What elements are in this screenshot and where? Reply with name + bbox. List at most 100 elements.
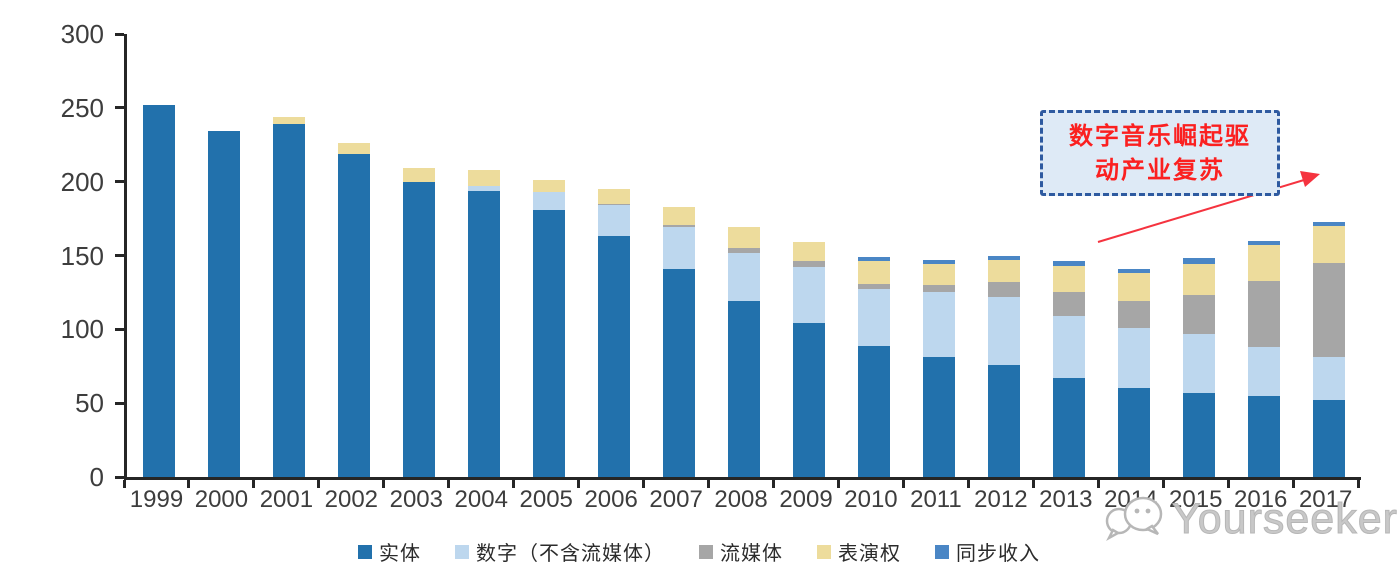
plot-area	[124, 34, 1361, 480]
stacked-bar-2004	[468, 169, 501, 477]
stacked-bar-2003	[403, 168, 436, 477]
x-label-2001: 2001	[259, 486, 314, 513]
bar-segment-physical-2012	[987, 364, 1020, 477]
bars-container	[127, 34, 1361, 477]
stacked-bar-2014	[1117, 268, 1150, 477]
stacked-bar-2005	[533, 180, 566, 477]
bar-group-2016	[1231, 34, 1296, 477]
bar-segment-physical-2001	[273, 124, 306, 477]
stacked-bar-2006	[598, 189, 631, 477]
annotation-line-1: 数字音乐崛起驱	[1069, 121, 1251, 150]
bar-segment-performance-rights-2017	[1312, 226, 1345, 263]
y-tick-label-300: 300	[60, 19, 104, 49]
y-tick-mark-150	[115, 254, 124, 257]
x-label-2002: 2002	[324, 486, 379, 513]
legend-label-streaming: 流媒体	[720, 541, 783, 565]
bar-segment-digital-ex-streaming-2013	[1052, 316, 1085, 379]
stacked-bar-2012	[987, 255, 1020, 477]
stacked-bar-2011	[922, 259, 955, 477]
stacked-bar-2002	[338, 143, 371, 477]
bar-segment-physical-2008	[728, 301, 761, 477]
bar-group-2002	[322, 34, 387, 477]
stacked-bar-2007	[663, 206, 696, 477]
x-tick-mark	[642, 480, 646, 488]
x-label-2016: 2016	[1233, 486, 1288, 513]
bar-segment-performance-rights-2012	[987, 259, 1020, 283]
x-tick-mark	[1356, 480, 1360, 488]
legend: 实体 数字（不含流媒体） 流媒体 表演权 同步收入	[0, 537, 1398, 566]
bar-segment-sync-2016	[1247, 240, 1280, 246]
bar-segment-streaming-2013	[1052, 292, 1085, 317]
x-tick-mark	[317, 480, 321, 488]
bar-segment-sync-2012	[987, 255, 1020, 260]
bar-group-2013	[1036, 34, 1101, 477]
bar-segment-streaming-2017	[1312, 262, 1345, 358]
legend-label-sync: 同步收入	[956, 541, 1040, 565]
x-label-2014: 2014	[1104, 486, 1158, 513]
bar-group-2000	[192, 34, 257, 477]
bar-group-2011	[906, 34, 971, 477]
bar-group-2004	[452, 34, 517, 477]
x-tick-mark	[577, 480, 581, 488]
bar-segment-digital-ex-streaming-2010	[857, 289, 890, 346]
bar-segment-sync-2017	[1312, 221, 1345, 226]
y-tick-mark-300	[115, 32, 124, 36]
legend-item-sync: 同步收入	[935, 537, 1040, 566]
bar-segment-sync-2015	[1182, 258, 1215, 265]
bar-group-2001	[257, 34, 322, 477]
x-label-2011: 2011	[910, 486, 962, 513]
bar-group-2006	[582, 34, 647, 477]
x-tick-mark	[512, 480, 516, 488]
stacked-bar-2010	[857, 257, 890, 477]
y-tick-mark-200	[115, 180, 124, 184]
legend-swatch-streaming	[699, 544, 713, 559]
stacked-bar-2017	[1312, 221, 1345, 477]
bar-segment-physical-2009	[793, 323, 825, 477]
bar-group-1999	[127, 34, 192, 477]
legend-swatch-digital-ex-streaming	[455, 544, 469, 559]
bar-group-2009	[777, 34, 842, 477]
bar-segment-performance-rights-2014	[1117, 273, 1150, 302]
bar-segment-performance-rights-2004	[468, 169, 501, 187]
x-label-2000: 2000	[194, 486, 249, 513]
bar-group-2003	[387, 34, 452, 477]
bar-group-2005	[517, 34, 582, 477]
bar-segment-performance-rights-2001	[273, 116, 306, 125]
bar-group-2008	[712, 34, 777, 477]
stacked-bar-2008	[728, 227, 761, 477]
legend-label-digital-ex-streaming: 数字（不含流媒体）	[476, 541, 665, 565]
y-tick-label-50: 50	[75, 388, 104, 419]
bar-group-2014	[1101, 34, 1166, 477]
x-label-2008: 2008	[714, 486, 768, 513]
bar-segment-streaming-2007	[663, 224, 696, 228]
y-tick-label-150: 150	[60, 240, 104, 271]
bar-segment-physical-2016	[1247, 395, 1280, 477]
bar-segment-physical-1999	[143, 104, 176, 477]
bar-segment-physical-2010	[857, 345, 890, 477]
x-label-2009: 2009	[779, 486, 833, 513]
y-tick-mark-250	[115, 106, 124, 110]
bar-group-2017	[1296, 34, 1361, 477]
x-label-2015: 2015	[1169, 486, 1223, 513]
legend-item-performance-rights: 表演权	[817, 537, 901, 566]
bar-segment-digital-ex-streaming-2011	[922, 292, 955, 358]
bar-segment-physical-2011	[922, 357, 955, 477]
x-label-2007: 2007	[649, 486, 703, 513]
bar-segment-streaming-2009	[793, 261, 825, 268]
bar-segment-performance-rights-2005	[533, 180, 566, 193]
bar-segment-streaming-2008	[728, 248, 761, 253]
legend-item-streaming: 流媒体	[699, 537, 783, 566]
x-tick-mark	[1096, 480, 1100, 488]
bar-segment-digital-ex-streaming-2004	[468, 186, 501, 191]
x-tick-mark	[901, 480, 905, 488]
bar-segment-physical-2017	[1312, 400, 1345, 477]
x-label-2013: 2013	[1039, 486, 1093, 513]
bar-segment-performance-rights-2006	[598, 189, 631, 204]
bar-segment-physical-2006	[598, 236, 631, 477]
bar-segment-performance-rights-2016	[1247, 245, 1280, 281]
bar-segment-performance-rights-2010	[857, 261, 890, 284]
bar-segment-digital-ex-streaming-2014	[1117, 327, 1150, 389]
stacked-bar-2000	[208, 131, 241, 477]
bar-segment-physical-2005	[533, 209, 566, 477]
stacked-bar-2013	[1052, 261, 1085, 477]
